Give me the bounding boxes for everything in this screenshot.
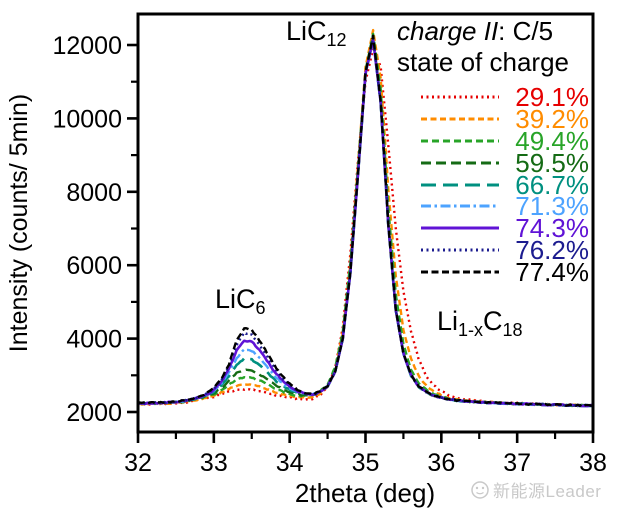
legend: charge II: C/5 state of charge 29.1% 39.2… [393, 16, 589, 288]
peak-label-lic6: LiC6 [215, 284, 266, 318]
legend-entry-74.3%: 74.3% [393, 213, 589, 244]
legend-label: 29.1% [515, 81, 589, 112]
watermark-text: 新能源Leader [493, 482, 602, 501]
legend-line-sample [393, 261, 501, 283]
plot-frame [136, 12, 595, 434]
legend-line-sample [393, 86, 501, 108]
legend-entry-49.4%: 49.4% [393, 125, 589, 156]
legend-line-sample [393, 195, 501, 217]
peak-label-lic12: LiC12 [286, 16, 347, 50]
legend-entry-29.1%: 29.1% [393, 81, 589, 112]
legend-label: 74.3% [515, 213, 589, 244]
legend-label: 66.7% [515, 169, 589, 200]
legend-entry-39.2%: 39.2% [393, 103, 589, 134]
x-tick-label: 33 [200, 449, 228, 477]
curve-group [137, 28, 594, 408]
legend-title-rest: : C/5 [498, 16, 554, 46]
y-tick-label: 4000 [66, 326, 122, 354]
legend-entry-59.5%: 59.5% [393, 147, 589, 178]
legend-line-sample [393, 174, 501, 196]
legend-line-sample [393, 108, 501, 130]
peak-label-li1-xc18: Li1-xC18 [437, 306, 523, 340]
x-tick-label: 34 [276, 449, 304, 477]
series-curve-77.4% [137, 34, 593, 408]
legend-line-sample [393, 239, 501, 261]
legend-line-sample [393, 152, 501, 174]
legend-subtitle: state of charge [397, 47, 569, 77]
legend-entry-71.3%: 71.3% [393, 191, 589, 222]
x-tick-label: 38 [579, 449, 607, 477]
axes-group: 32 33 34 35 36 37 38 2000 4000 6000 8000 10000 12000 [52, 12, 607, 477]
legend-entry-76.2%: 76.2% [393, 235, 589, 266]
legend-entry-66.7%: 66.7% [393, 169, 589, 200]
x-axis-title: 2theta (deg) [295, 478, 435, 508]
legend-label: 59.5% [515, 147, 589, 178]
y-axis-title: Intensity (counts/ 5min) [5, 94, 33, 352]
legend-title-italic: charge II [397, 16, 499, 46]
watermark: 新能源Leader [470, 477, 601, 502]
y-tick-label: 10000 [52, 105, 122, 133]
legend-label: 49.4% [515, 125, 589, 156]
watermark-logo-icon [471, 480, 489, 499]
y-tick-label: 2000 [66, 399, 122, 427]
x-tick-label: 37 [503, 449, 531, 477]
legend-label: 76.2% [515, 235, 589, 266]
legend-line-sample [393, 217, 501, 239]
legend-entry-77.4%: 77.4% [393, 257, 589, 288]
legend-title: charge II: C/5 [393, 16, 589, 47]
legend-entries: 29.1% 39.2% 49.4% 59.5% 66.7% 71.3% 74.3% 76.2%… [393, 81, 589, 288]
x-tick-label: 36 [427, 449, 455, 477]
y-tick-label: 8000 [66, 179, 122, 207]
y-tick-label: 12000 [52, 32, 122, 60]
x-tick-label: 32 [124, 449, 152, 477]
y-tick-label: 6000 [66, 252, 122, 280]
x-tick-label: 35 [352, 449, 380, 477]
legend-label: 71.3% [515, 191, 589, 222]
legend-label: 39.2% [515, 103, 589, 134]
legend-label: 77.4% [515, 257, 589, 288]
legend-line-sample [393, 130, 501, 152]
